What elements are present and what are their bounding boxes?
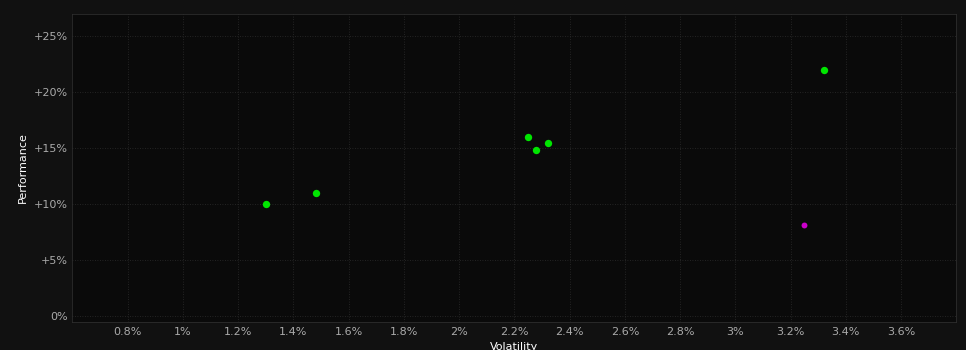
Point [521, 134, 536, 140]
Y-axis label: Performance: Performance [18, 133, 28, 203]
Point [540, 140, 555, 146]
Point [797, 222, 812, 228]
Point [308, 190, 324, 196]
Point [816, 67, 832, 73]
X-axis label: Volatility: Volatility [491, 342, 538, 350]
Point [528, 147, 544, 152]
Point [258, 202, 273, 207]
